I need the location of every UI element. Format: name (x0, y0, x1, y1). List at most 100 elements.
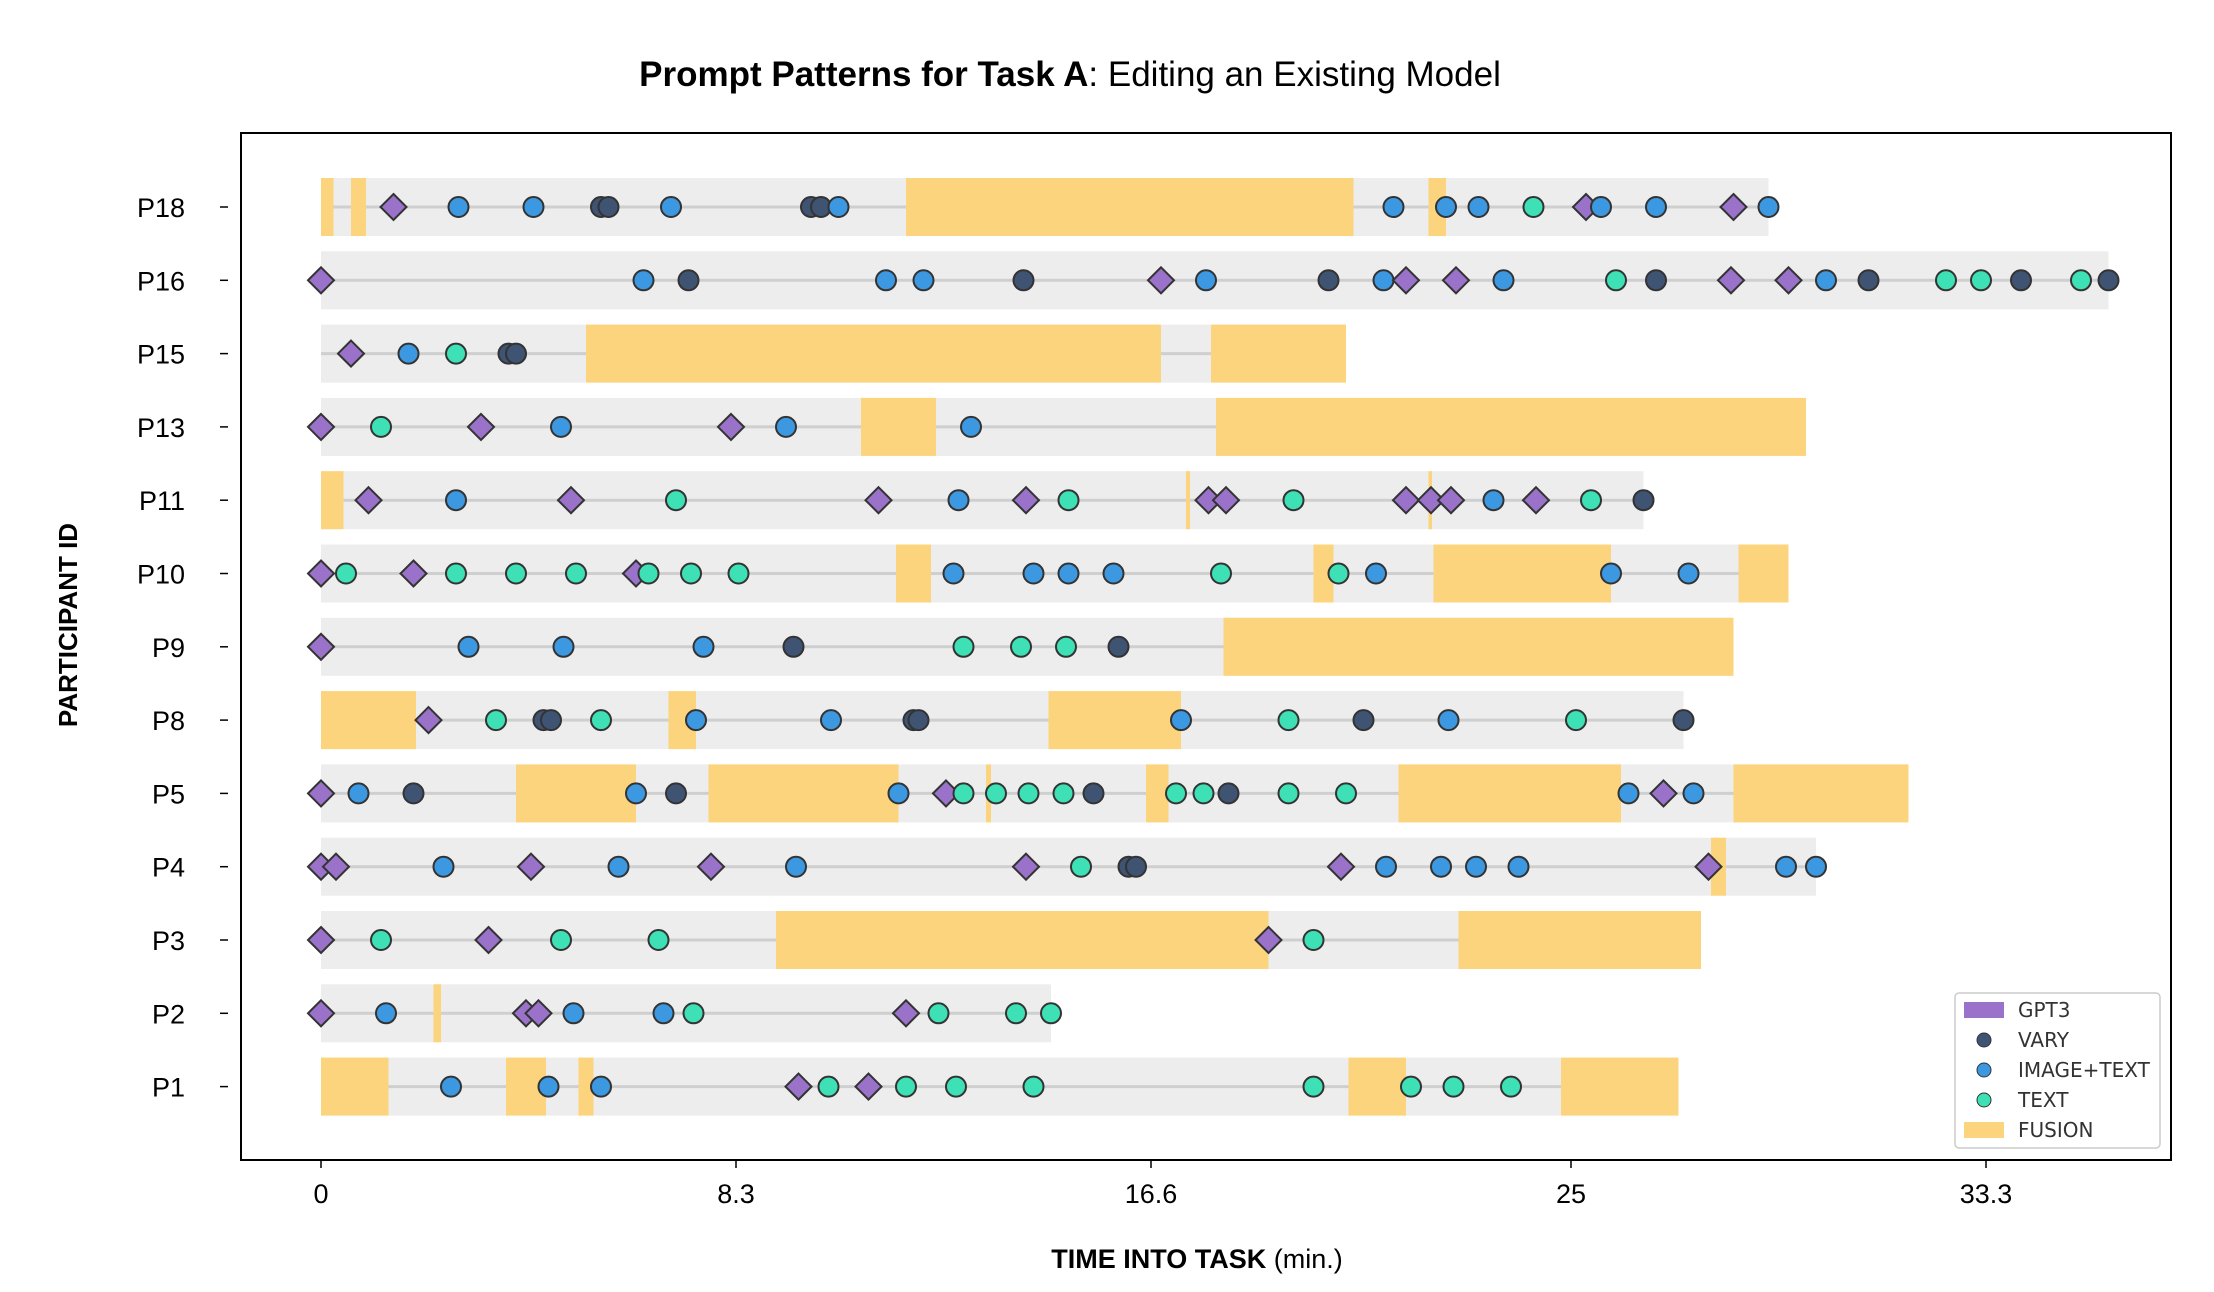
legend-label-gpt3: GPT3 (2018, 998, 2071, 1022)
image-text-marker (692, 635, 715, 658)
fusion-block (1186, 471, 1190, 530)
image-text-marker (1617, 782, 1640, 805)
image-text-marker (1372, 269, 1395, 292)
image-text-marker (785, 855, 807, 878)
text-marker (952, 635, 975, 658)
chart-title-bold: Prompt Patterns for Task A (639, 55, 1088, 94)
y-tick-label-p4: P4 (152, 853, 185, 883)
gpt3-marker (1254, 925, 1283, 955)
vary-marker (1857, 269, 1880, 292)
image-text-marker (447, 196, 470, 218)
fusion-block (896, 544, 931, 603)
fusion-block (1223, 617, 1734, 676)
text-marker (1522, 196, 1545, 218)
row-p8 (321, 691, 1695, 750)
row-p15 (321, 324, 1346, 383)
row-p2 (306, 984, 1062, 1043)
vary-marker (1125, 855, 1147, 878)
fusion-block (906, 178, 1354, 236)
image-text-marker (440, 1075, 462, 1098)
fusion-block (1216, 397, 1806, 456)
image-text-marker (1815, 269, 1837, 292)
image-text-marker (1775, 855, 1797, 878)
gpt3-marker (1326, 852, 1356, 882)
fusion-block (1458, 911, 1701, 969)
text-marker (1935, 269, 1957, 292)
image-text-marker (550, 415, 572, 438)
text-marker (1970, 269, 1992, 292)
gpt3-marker (321, 852, 351, 882)
gpt3-marker (1716, 265, 1746, 295)
text-marker (1580, 489, 1602, 512)
gpt3-marker (1391, 485, 1421, 515)
gpt3-marker (306, 998, 336, 1028)
gpt3-marker (784, 1072, 813, 1102)
vary-marker (1217, 782, 1240, 805)
row-p18 (321, 178, 1780, 236)
fusion-block (1048, 691, 1181, 750)
x-axis-label-bold: TIME INTO TASK (1051, 1244, 1266, 1274)
gpt3-marker (516, 852, 546, 882)
image-text-marker (432, 855, 455, 878)
y-tick-label-p1: P1 (152, 1073, 185, 1103)
text-marker (1442, 1075, 1465, 1098)
text-marker (335, 562, 357, 585)
x-axis-label-rest: (min.) (1266, 1244, 1343, 1274)
text-marker (1022, 1075, 1045, 1098)
y-axis-label: PARTICIPANT ID (53, 523, 83, 727)
image-text-marker (1170, 709, 1192, 732)
gpt3-marker (306, 632, 336, 662)
image-text-marker (1677, 562, 1700, 585)
image-text-marker (562, 1002, 585, 1025)
gpt3-marker (864, 485, 893, 515)
text-marker (1210, 562, 1232, 585)
plot-area (306, 178, 2120, 1116)
vary-marker (665, 782, 687, 805)
image-text-marker (445, 489, 467, 512)
text-marker (370, 929, 392, 951)
gpt3-marker (1719, 192, 1748, 222)
fusion-block (1733, 764, 1909, 823)
vary-marker (1012, 269, 1035, 292)
y-tick-label-p10: P10 (137, 560, 185, 590)
vary-marker (782, 635, 805, 658)
y-tick-label-p18: P18 (137, 193, 185, 223)
vary-marker (1107, 635, 1130, 658)
image-text-marker (1465, 855, 1487, 878)
text-marker (895, 1075, 917, 1098)
image-text-marker (775, 415, 797, 438)
gpt3-marker (306, 925, 336, 955)
y-axis-labels: P18 P16 P15 P13 P11 P10 P9 P8 P5 P4 P3 P2 P1 (137, 193, 228, 1103)
text-marker (727, 562, 750, 585)
legend: GPT3 VARY IMAGE+TEXT TEXT FUSION (1954, 992, 2161, 1149)
text-marker (505, 562, 527, 585)
fusion-block (1738, 544, 1789, 603)
image-text-marker (1757, 196, 1780, 218)
image-text-marker (375, 1002, 397, 1025)
row-p5 (306, 764, 1909, 823)
image-text-marker (1195, 269, 1217, 292)
fusion-block (321, 471, 344, 530)
y-tick-label-p3: P3 (152, 926, 185, 956)
text-marker (1052, 782, 1075, 805)
chart-title: Prompt Patterns for Task A: Editing an E… (639, 55, 1501, 94)
y-tick-label-p16: P16 (137, 266, 185, 296)
x-tick-label: 25 (1556, 1179, 1586, 1209)
text-marker (590, 709, 612, 732)
text-marker (2070, 269, 2092, 292)
fusion-block (351, 178, 366, 236)
y-tick-label-p5: P5 (152, 779, 185, 809)
gpt3-marker (306, 559, 336, 588)
text-marker (682, 1002, 705, 1025)
image-text-marker (652, 1002, 675, 1025)
row-p10 (306, 544, 1789, 603)
legend-swatch-fusion (1964, 1122, 2004, 1138)
fusion-block (1211, 324, 1346, 383)
gpt3-marker (1521, 485, 1551, 515)
fusion-block (776, 911, 1269, 969)
text-marker (1165, 782, 1187, 805)
gpt3-marker (354, 485, 383, 515)
text-marker (485, 709, 507, 732)
text-marker (1565, 709, 1587, 732)
gpt3-marker (336, 339, 366, 369)
